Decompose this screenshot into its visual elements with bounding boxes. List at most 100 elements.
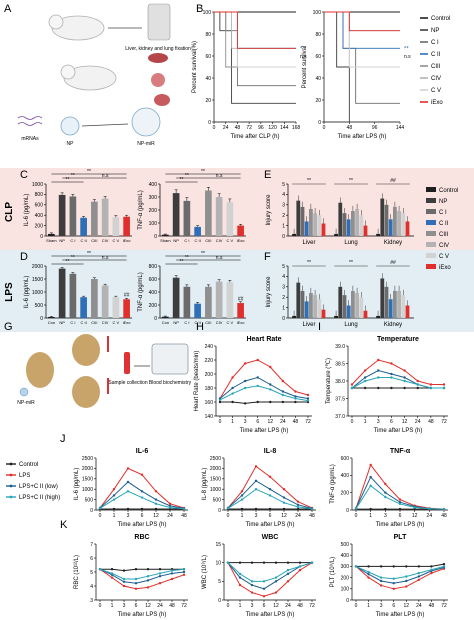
significance-label: n.s [404,54,411,60]
survival-line [214,11,296,49]
legend-primate: Control LPS LPS+C II (low) LPS+C II (high) [6,462,60,501]
data-point [268,494,272,497]
y-tick-label: 40 [315,76,321,82]
y-tick-label: 500 [35,303,44,309]
survival-line [324,11,400,32]
x-tick-label: 6 [269,513,272,519]
y-tick-label: 200 [341,575,350,581]
y-tick-label: 800 [149,264,158,270]
data-point [442,562,446,566]
x-tick-label: NP [173,320,179,325]
data-point [158,572,162,575]
data-point [238,576,242,579]
data-point [281,393,285,397]
series-line [355,566,445,590]
monkey-illustration-3 [72,376,100,408]
y-tick-label: 3 [282,285,285,291]
series-line [227,562,313,597]
bar [183,286,191,318]
data-point [363,379,367,383]
significance-label: ## [390,260,396,266]
data-point [226,561,230,564]
y-tick-label: 200 [149,208,158,214]
data-point [134,577,138,581]
x-tick-label: 0 [323,125,326,131]
data-point [298,561,302,564]
data-point [430,568,433,571]
series-line [355,485,445,510]
legend-marker [9,484,13,488]
series-line [355,565,445,580]
x-tick-label: 48 [429,603,435,609]
x-tick-label: 12 [145,603,151,609]
data-point [240,498,244,501]
data-point [310,561,314,564]
legend-swatch [426,187,436,192]
bar [355,293,359,318]
bar [309,208,313,236]
y-tick-label: 80 [205,32,211,38]
data-point [146,568,150,571]
syringe-icon [19,387,29,397]
y-tick-label: 500 [341,542,350,548]
y-axis-label: IL-8 (pg/mL) [202,468,208,501]
y-tick-label: 1500 [210,477,221,483]
bar [346,305,351,318]
x-tick-label: iExo [237,238,246,243]
data-point [182,507,186,510]
data-point [231,386,234,390]
data-point [146,586,150,589]
data-point [240,490,244,493]
significance-label: ** [71,255,75,261]
x-tick-label: 1 [369,513,372,519]
data-point [392,577,395,580]
data-point [274,591,278,594]
x-tick-label: C II [195,238,201,243]
y-tick-label: 5 [90,570,93,576]
data-point [254,479,258,483]
bar [80,297,87,318]
series-line [219,385,309,402]
chart-title: WBC [262,534,279,541]
data-point [442,383,446,386]
y-tick-label: 1000 [32,182,43,188]
x-tick-label: 96 [372,125,378,131]
bar [359,297,364,318]
panel-a-illustration: Liver, kidney and lung fixation mRNAs NP… [17,3,191,147]
data-point [377,376,380,379]
x-tick-label: 0 [99,603,102,609]
survival-line [324,11,400,32]
significance-label: ** [185,255,189,261]
y-tick-label: 1500 [32,277,43,283]
data-point [286,580,290,583]
x-tick-label: CIII [91,238,97,243]
survival-line [324,11,400,68]
data-point [250,580,254,583]
x-tick-label: CIII [205,238,211,243]
bar [334,233,338,236]
data-point [442,507,446,511]
y-tick-label: 0 [318,120,321,126]
y-tick-label: 0 [90,508,93,514]
series-line [351,377,444,389]
x-tick-label: 0 [227,603,230,609]
y-tick-label: 100 [313,10,322,16]
mouse-head-2 [60,64,76,80]
significance-label: ## [124,293,130,299]
data-point [112,488,116,491]
data-point [269,383,272,386]
y-tick-label: 1000 [82,487,93,493]
chart-k1: 3 4 5 6 7 RBC (10¹²/L) RBC Time after LPS (h) 0 1… [74,534,188,618]
x-tick-label: 12 [273,603,279,609]
data-point [367,570,370,574]
significance-label: ** [185,173,189,179]
x-tick-label: 1 [367,603,370,609]
legend-label: iExo [439,265,451,271]
data-point [403,386,406,390]
panel-g-illustration: Sample collection Blood biochemistry NP-… [17,334,192,408]
data-point [390,362,393,365]
y-tick-label: 3 [90,598,93,604]
x-tick-label: C I [70,238,75,243]
legend-swatch [426,198,436,203]
bar [183,200,191,236]
